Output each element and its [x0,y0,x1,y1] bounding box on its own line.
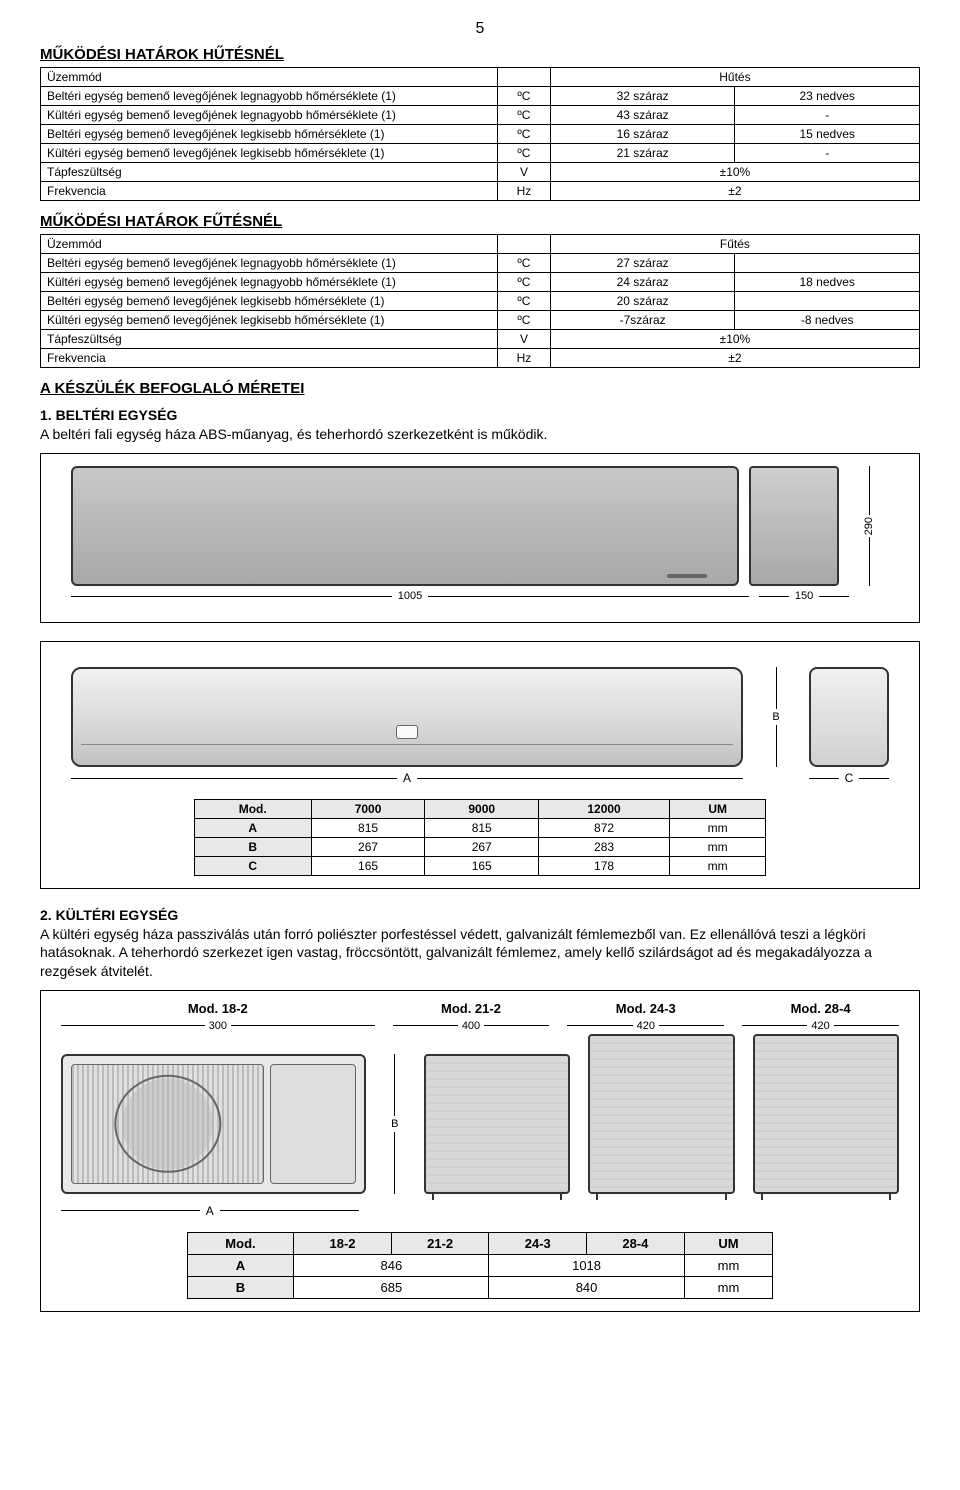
dim-c: C [809,771,889,785]
wall-unit-side [809,667,889,767]
heating-limits-table: Üzemmód Fűtés Beltéri egység bemenő leve… [40,234,920,368]
row-label: Beltéri egység bemenő levegőjének legnag… [41,87,498,106]
fan-grille-icon [71,1064,264,1184]
height-dim: 290 [849,466,889,586]
outdoor-title: 2. KÜLTÉRI EGYSÉG [40,907,920,923]
width-dim-front: 1005 [71,590,749,602]
model-label: Mod. 28-4 [742,1001,899,1016]
page-number: 5 [40,20,920,38]
indoor-side-view [749,466,839,586]
cooling-limits-table: Üzemmód Hűtés Beltéri egység bemenő leve… [40,67,920,201]
indoor-diagram-2: B A C Mod. 7000 9000 12000 UM A815815872… [40,641,920,889]
width-dim-side: 150 [759,590,849,602]
wall-unit-front [71,667,743,767]
indoor-dim-table: Mod. 7000 9000 12000 UM A815815872mm B26… [194,799,767,876]
outdoor-side-21 [424,1054,570,1194]
dimensions-title: A KÉSZÜLÉK BEFOGLALÓ MÉRETEI [40,380,920,397]
dim-b-outdoor: B [384,1054,406,1194]
outdoor-diagram: Mod. 18-2 Mod. 21-2 Mod. 24-3 Mod. 28-4 … [40,990,920,1312]
mode-value: Hűtés [550,68,919,87]
outdoor-dim-table: Mod. 18-2 21-2 24-3 28-4 UM A 846 1018 m… [187,1232,774,1299]
dim-b: B [763,667,789,767]
model-label: Mod. 24-3 [567,1001,724,1016]
model-label: Mod. 21-2 [393,1001,550,1016]
model-label: Mod. 18-2 [61,1001,375,1016]
indoor-front-view [71,466,739,586]
indoor-title: 1. BELTÉRI EGYSÉG [40,407,920,423]
mode-label: Üzemmód [41,68,498,87]
indicator-icon [396,725,418,739]
cooling-limits-title: MŰKÖDÉSI HATÁROK HŰTÉSNÉL [40,46,920,63]
outdoor-side-28 [753,1034,899,1194]
heating-limits-title: MŰKÖDÉSI HATÁROK FŰTÉSNÉL [40,213,920,230]
indoor-diagram-1: 290 1005 150 [40,453,920,623]
dim-a: A [71,771,743,785]
service-panel [270,1064,355,1184]
dim-a-outdoor: A [61,1204,359,1218]
outdoor-text: A kültéri egység háza passziválás után f… [40,925,920,980]
indoor-text: A beltéri fali egység háza ABS-műanyag, … [40,425,920,443]
outdoor-front-view [61,1054,366,1194]
outdoor-side-24 [588,1034,734,1194]
